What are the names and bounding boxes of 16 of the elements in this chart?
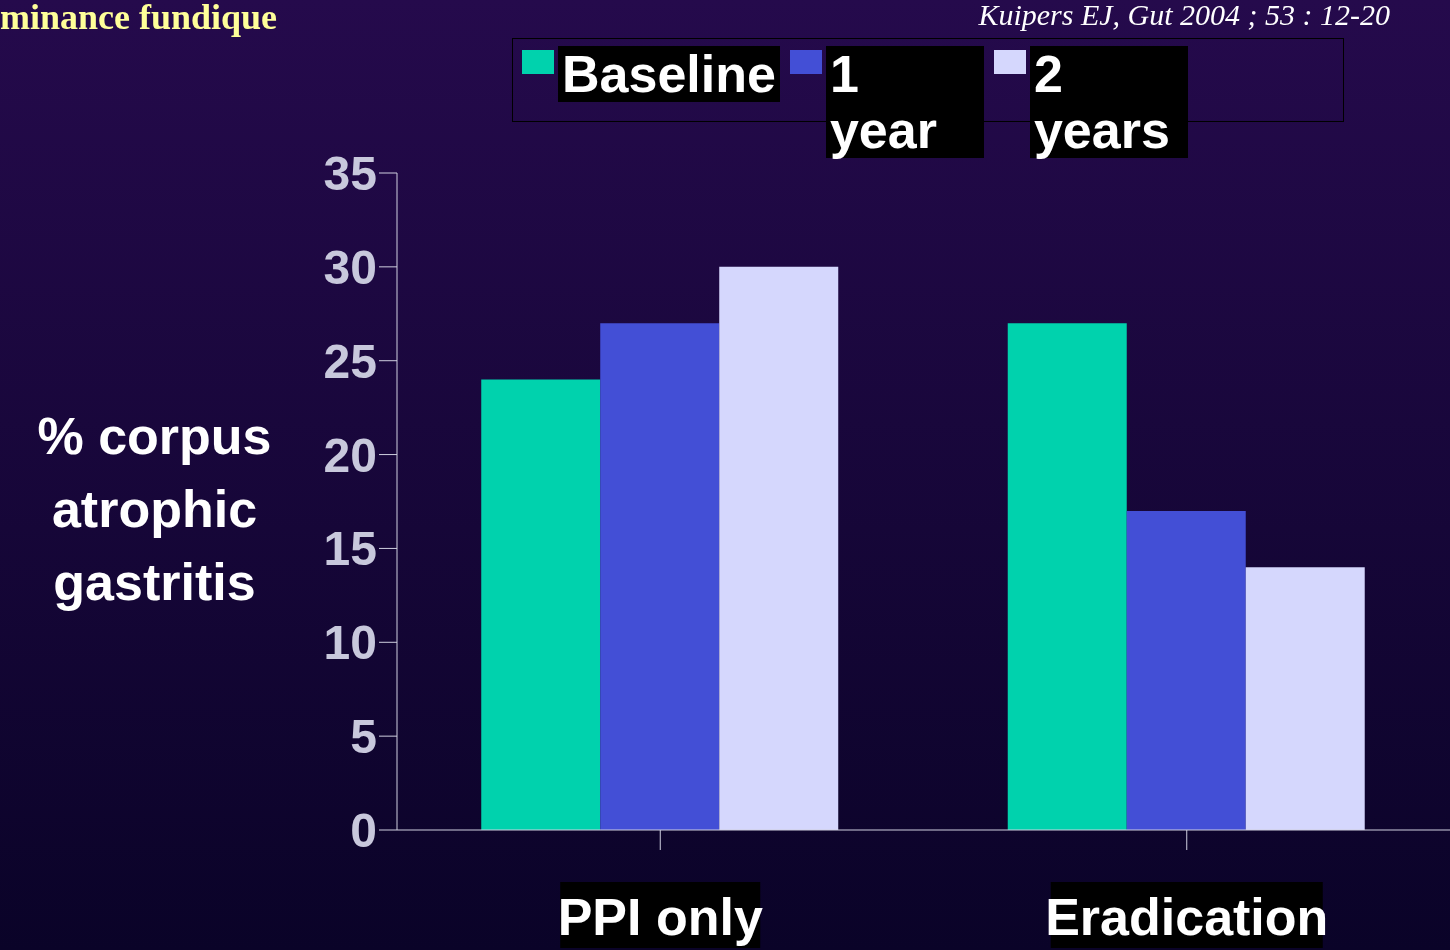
x-tick-label: Eradication xyxy=(1045,888,1329,946)
y-tick-label: 0 xyxy=(350,804,377,858)
y-tick-label: 30 xyxy=(323,240,377,294)
y-tick-label: 10 xyxy=(323,616,377,670)
y-tick-label: 25 xyxy=(323,334,377,388)
text: Kuipers EJ, Gut 2004 ; 53 : 12-20 xyxy=(978,0,1390,32)
legend-label: Baseline xyxy=(558,45,780,103)
legend-label: 2 years xyxy=(1029,45,1188,159)
y-tick-label: 5 xyxy=(350,710,377,764)
x-tick-label: PPI only xyxy=(557,888,763,946)
legend-label: 1 year xyxy=(825,45,984,159)
y-tick-label: 15 xyxy=(323,522,377,576)
chart-title: minance fundique xyxy=(0,0,278,38)
y-axis-title: % corpus atrophic gastritis xyxy=(36,406,273,613)
y-tick-label: 35 xyxy=(323,147,377,201)
y-tick-label: 20 xyxy=(323,428,377,482)
